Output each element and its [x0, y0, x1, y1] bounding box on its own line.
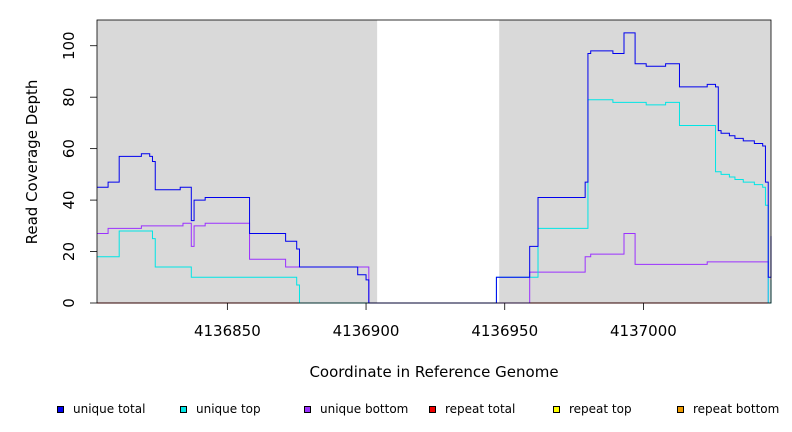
legend-swatch	[57, 405, 64, 413]
plot-background	[97, 20, 771, 303]
y-tick-label: 100	[60, 31, 78, 60]
y-axis: 0 20 40 60 80 100	[60, 31, 97, 308]
legend-label: repeat bottom	[693, 402, 780, 416]
y-tick-label: 20	[60, 242, 78, 261]
series-line-unique-total	[97, 32, 772, 304]
legend-label: repeat top	[569, 402, 632, 416]
legend-swatch	[429, 405, 436, 413]
y-tick-label: 80	[60, 88, 78, 107]
legend-label: repeat total	[445, 402, 516, 416]
x-tick-label: 4137000	[610, 322, 677, 340]
legend-label: unique bottom	[320, 402, 409, 416]
x-axis-title: Coordinate in Reference Genome	[309, 363, 558, 381]
legend-swatch	[180, 405, 187, 413]
legend-item-repeat-top: repeat top	[553, 402, 632, 416]
legend-label: unique total	[73, 402, 146, 416]
x-axis: 4136850 4136900 4136950 4137000	[194, 303, 677, 340]
plot-frame	[96, 19, 772, 304]
legend-item-unique-top: unique top	[180, 402, 261, 416]
shaded-region-1	[97, 20, 378, 303]
legend-label: unique top	[196, 402, 261, 416]
x-tick-label: 4136900	[333, 322, 400, 340]
legend-swatch	[304, 405, 311, 413]
legend-swatch	[677, 405, 684, 413]
legend: unique total unique top unique bottom repea…	[0, 402, 792, 418]
legend-item-repeat-bottom: repeat bottom	[677, 402, 779, 416]
y-axis-title: Read Coverage Depth	[23, 80, 41, 245]
x-tick-label: 4136850	[194, 322, 261, 340]
y-tick-label: 40	[60, 191, 78, 210]
legend-swatch	[553, 405, 560, 413]
legend-item-unique-bottom: unique bottom	[304, 402, 408, 416]
legend-item-unique-total: unique total	[57, 402, 145, 416]
y-tick-label: 60	[60, 139, 78, 158]
series-line-unique-top	[97, 99, 772, 304]
y-tick-label: 0	[60, 298, 78, 308]
x-tick-label: 4136950	[471, 322, 538, 340]
legend-item-repeat-total: repeat total	[429, 402, 515, 416]
